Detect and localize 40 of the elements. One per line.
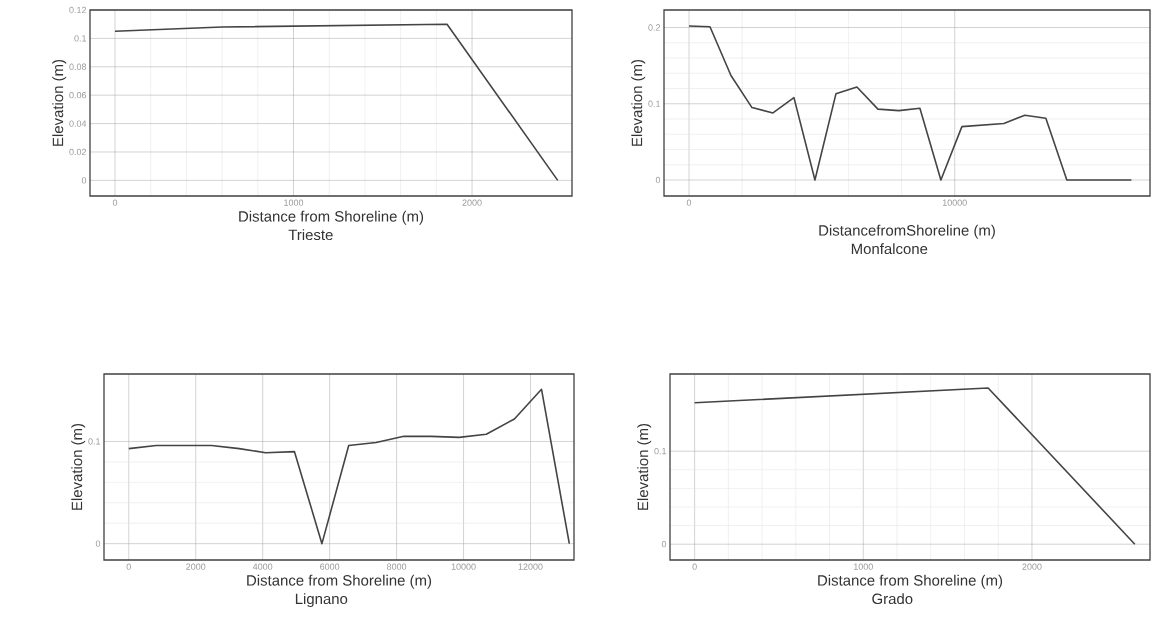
y-tick-label: 0.1 (654, 448, 667, 455)
y-tick-label: 0.04 (69, 120, 87, 127)
y-axis-title: Elevation (m) (52, 59, 67, 146)
text: Lignano (295, 593, 348, 608)
y-tick-label: 0.12 (69, 6, 87, 14)
x-tick-label: 2000 (1022, 563, 1042, 570)
y-tick-label: 0.1 (88, 438, 101, 445)
y-tick-label: 0 (655, 176, 661, 184)
y-axis-title: Elevation (m) (631, 59, 646, 146)
x-tick-label: 0 (692, 563, 697, 570)
x-tick-label: 0 (686, 199, 692, 206)
x-tick-label: 4000 (252, 563, 273, 570)
x-tick-label: 1000 (854, 563, 873, 570)
text: Trieste (288, 229, 333, 241)
x-tick-label: 2000 (186, 563, 206, 570)
x-tick-label: 6000 (320, 563, 340, 570)
text: Monfalcone (851, 243, 928, 255)
x-axis-title: Distance from Shoreline (m) (818, 574, 1003, 589)
y-tick-label: 0 (81, 177, 87, 184)
y-tick-label: 0.06 (69, 92, 87, 99)
x-tick-label: 0 (112, 199, 118, 206)
x-tick-label: 0 (126, 563, 131, 570)
x-axis-title: Distance from Shoreline (m) (247, 574, 432, 589)
x-tick-label: 10000 (451, 563, 476, 570)
y-tick-label: 0.1 (648, 100, 661, 107)
x-tick-label: 8000 (387, 563, 407, 570)
x-axis-title: DistancefromShoreline (m) (819, 224, 995, 239)
line-series (114, 23, 559, 182)
y-axis-title: Elevation (m) (637, 423, 652, 510)
x-axis-title: Distance from Shoreline (m) (239, 210, 424, 225)
x-tick-label: 10000 (942, 199, 967, 206)
x-tick-label: 1000 (284, 199, 304, 206)
y-tick-label: 0.08 (69, 63, 87, 70)
x-tick-label: 2000 (462, 199, 482, 206)
text: Grado (872, 593, 913, 605)
x-tick-label: 12000 (518, 563, 543, 570)
y-tick-label: 0.02 (69, 148, 87, 156)
y-axis-title: Elevation (m) (71, 423, 86, 510)
y-tick-label: 0.2 (648, 24, 661, 31)
y-tick-label: 0.1 (74, 35, 87, 42)
